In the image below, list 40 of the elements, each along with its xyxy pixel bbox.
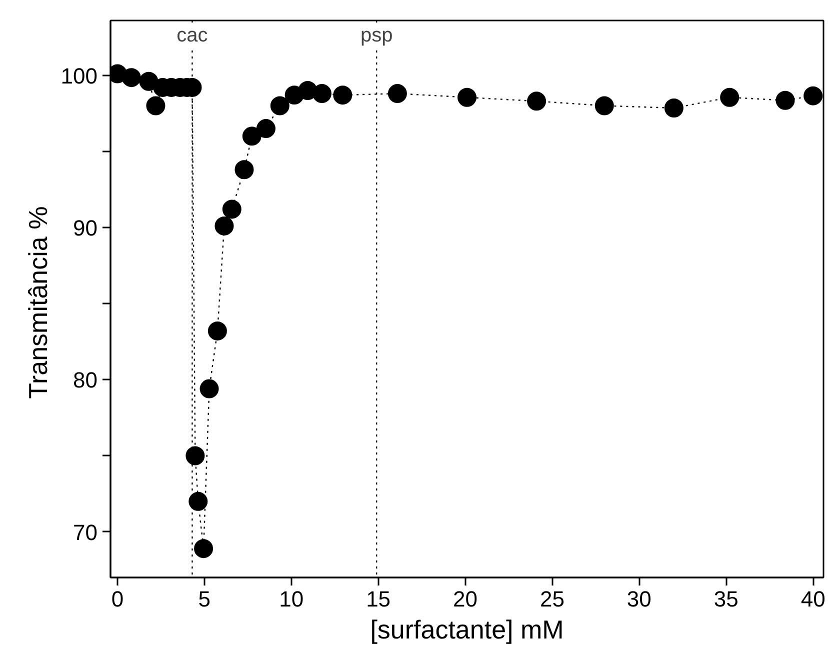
point [188, 492, 208, 511]
point [458, 88, 476, 107]
y-tick-label: 100 [60, 63, 98, 88]
x-tick-label: 35 [714, 586, 738, 612]
x-tick-label: 30 [626, 586, 652, 612]
point [214, 216, 234, 236]
point [720, 88, 740, 107]
x-tick-label: 5 [198, 586, 211, 612]
point [256, 119, 276, 138]
point [146, 96, 166, 116]
point [664, 98, 684, 118]
y-tick-label: 70 [73, 520, 98, 545]
point [234, 160, 254, 180]
point [333, 86, 352, 105]
point [527, 92, 546, 111]
point [208, 321, 227, 340]
x-tick-label: 15 [366, 586, 391, 612]
point [222, 200, 242, 219]
y-tick-label: 80 [73, 368, 98, 393]
x-tick-label: 0 [111, 586, 124, 612]
x-tick-label: 25 [540, 586, 564, 612]
y-tick-label: 90 [73, 215, 98, 240]
point [186, 446, 205, 466]
x-tick-label: 40 [800, 586, 826, 612]
point [200, 379, 219, 398]
point [270, 96, 290, 116]
ref-line-label: cac [176, 24, 208, 46]
y-axis-title: Transmitância % [22, 206, 53, 399]
x-axis-title: [surfactante] mM [370, 614, 564, 644]
point [388, 84, 407, 104]
point [804, 86, 823, 106]
point [312, 84, 332, 104]
point [776, 90, 795, 110]
x-tick-label: 10 [279, 586, 304, 612]
ref-line-label: psp [360, 24, 393, 46]
point [594, 96, 614, 116]
point [122, 68, 141, 88]
point [194, 539, 214, 558]
point [242, 126, 262, 146]
x-tick-label: 20 [453, 586, 478, 612]
